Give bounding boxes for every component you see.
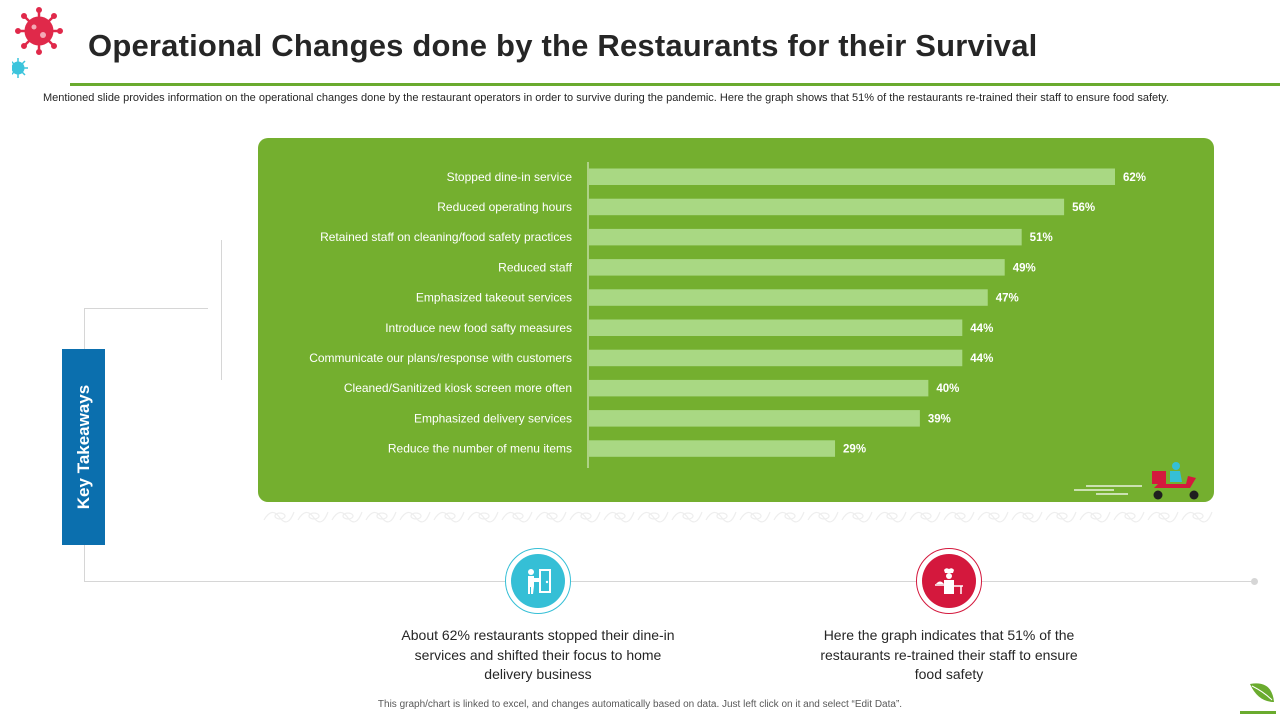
key-takeaways-label: Key Takeaways <box>73 384 93 510</box>
bar <box>589 319 963 336</box>
category-label: Retained staff on cleaning/food safety p… <box>320 230 572 244</box>
title-divider <box>70 83 1280 86</box>
takeaway-text-1: About 62% restaurants stopped their dine… <box>401 627 675 682</box>
bar <box>589 349 963 367</box>
decorative-pattern <box>263 511 1213 523</box>
data-label: 51% <box>1030 232 1053 244</box>
data-label: 29% <box>843 444 866 456</box>
timeline-end-dot <box>1251 578 1258 585</box>
chef-serving-icon <box>935 568 963 594</box>
category-label: Emphasized delivery services <box>414 411 572 425</box>
data-label: 47% <box>996 293 1019 305</box>
connector-line <box>221 240 222 380</box>
bar-chart: Stopped dine-in service 62% Reduced operat… <box>309 162 1199 500</box>
category-label: Reduced operating hours <box>437 200 572 214</box>
category-label: Reduced staff <box>498 260 572 274</box>
data-label: 49% <box>1013 262 1036 274</box>
bar <box>589 289 988 306</box>
data-label: 44% <box>970 353 993 365</box>
intro-text: Mentioned slide provides information on … <box>43 92 1169 104</box>
data-label: 56% <box>1072 202 1095 214</box>
timeline-line <box>84 581 1254 582</box>
bar <box>589 410 920 427</box>
takeaway-text-2: Here the graph indicates that 51% of the… <box>820 627 1078 682</box>
bar <box>589 259 1005 276</box>
takeaway-circle-2 <box>916 548 982 614</box>
data-label: 44% <box>970 323 993 335</box>
bar <box>589 379 929 397</box>
connector-line <box>84 308 208 309</box>
category-label: Stopped dine-in service <box>447 170 573 184</box>
data-label: 39% <box>928 413 951 425</box>
footnote: This graph/chart is linked to excel, and… <box>377 699 903 710</box>
category-label: Communicate our plans/response with cust… <box>309 351 572 365</box>
key-takeaways-tab: Key Takeaways <box>62 349 105 545</box>
page-title: Operational Changes done by the Restaura… <box>88 28 1038 63</box>
bar <box>589 228 1022 246</box>
chart-panel: Stopped dine-in service 62% Reduced operat… <box>258 138 1214 502</box>
leaf-icon <box>1238 680 1278 716</box>
category-label: Reduce the number of menu items <box>388 442 572 456</box>
data-label: 40% <box>936 383 959 395</box>
data-label: 62% <box>1123 172 1146 184</box>
takeaway-circle-1 <box>505 548 571 614</box>
virus-icon <box>8 6 70 82</box>
bar <box>589 168 1115 185</box>
delivery-scooter-icon <box>1074 462 1199 500</box>
bar <box>589 440 836 457</box>
category-label: Introduce new food safty measures <box>385 321 572 335</box>
category-label: Cleaned/Sanitized kiosk screen more ofte… <box>344 381 572 395</box>
bar <box>589 198 1065 216</box>
delivery-person-door-icon <box>528 569 551 594</box>
category-label: Emphasized takeout services <box>416 291 572 305</box>
